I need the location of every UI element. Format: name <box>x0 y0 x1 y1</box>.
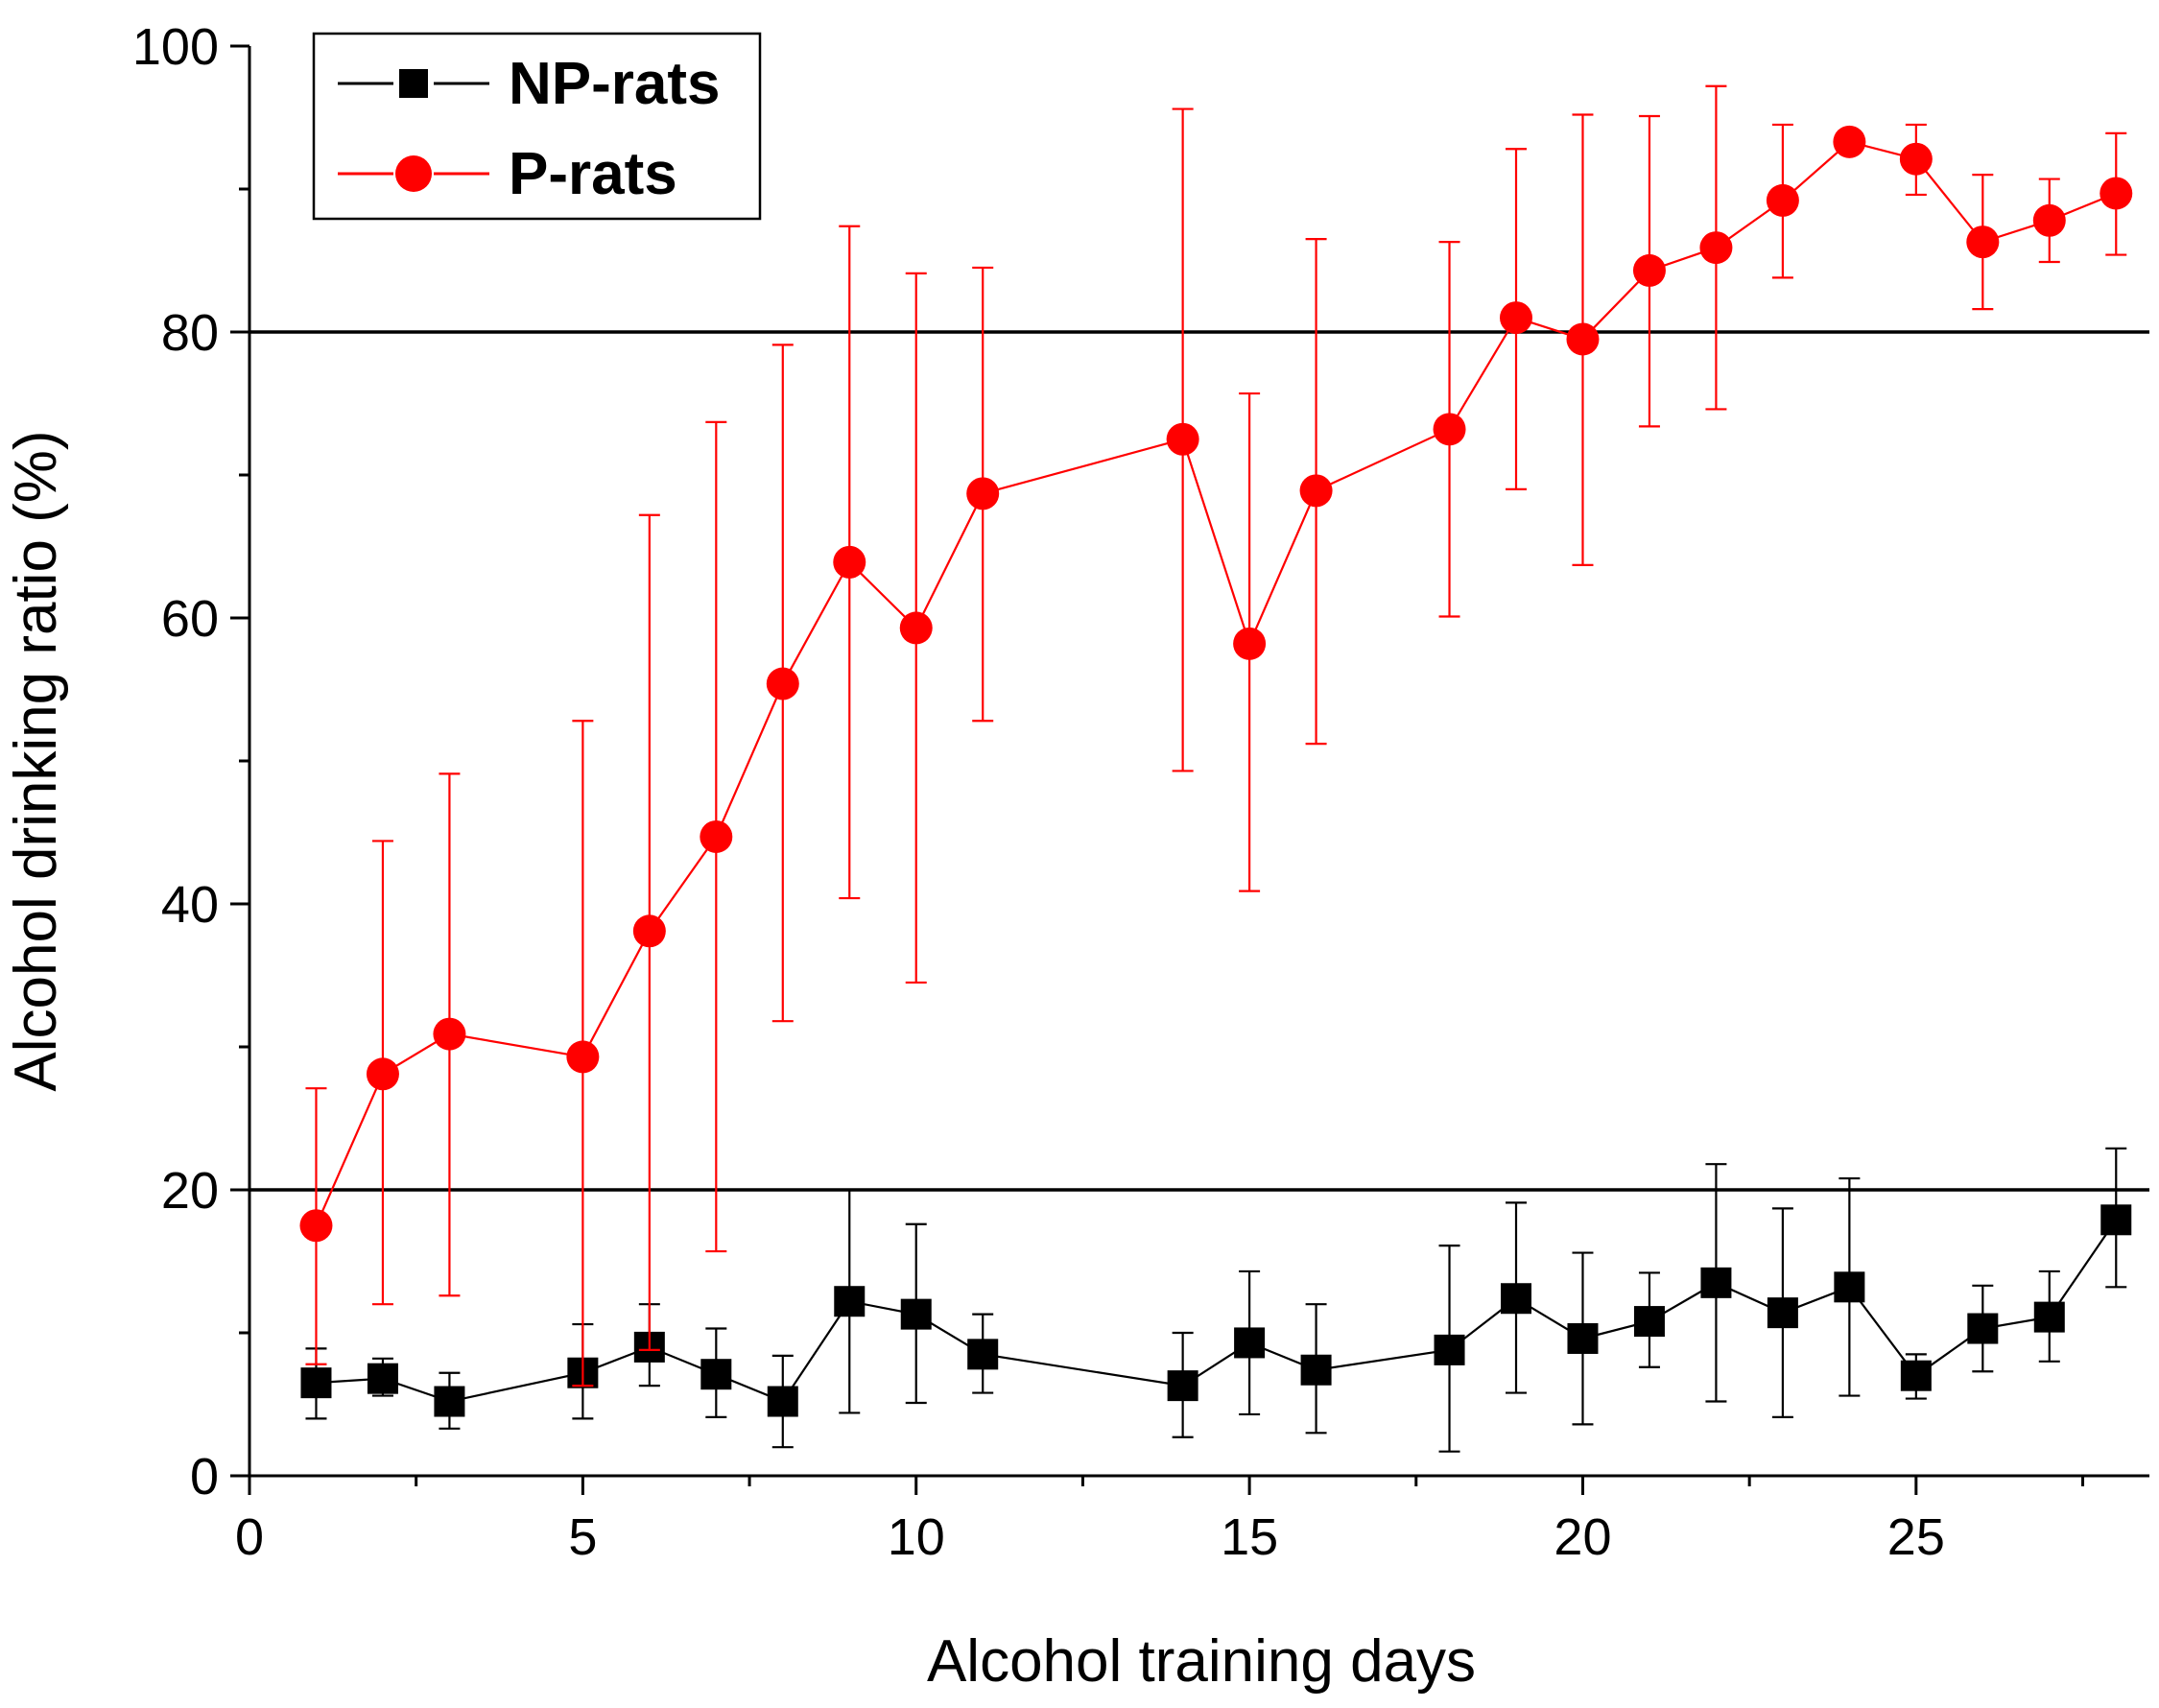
x-tick-label: 0 <box>235 1508 264 1566</box>
data-point <box>1966 225 2000 259</box>
data-point <box>1567 1322 1599 1354</box>
data-point <box>1699 231 1733 265</box>
data-point <box>299 1209 333 1243</box>
axes <box>248 46 2149 1478</box>
data-point <box>1501 1283 1531 1315</box>
data-point <box>1167 1370 1198 1402</box>
data-point <box>1166 422 1199 456</box>
data-point <box>1766 183 1799 217</box>
x-tick-label: 5 <box>568 1508 597 1566</box>
data-point <box>1834 1271 1865 1303</box>
legend-p-marker <box>395 155 432 192</box>
series-layer <box>299 84 2133 1453</box>
data-point <box>2033 1301 2065 1333</box>
data-point <box>566 1040 600 1074</box>
data-point <box>1700 1267 1732 1298</box>
data-point <box>1767 1297 1798 1329</box>
data-point <box>700 819 733 853</box>
data-point <box>1967 1313 1999 1344</box>
data-point <box>300 1367 332 1399</box>
data-point <box>1234 1327 1266 1359</box>
data-point <box>900 1298 932 1330</box>
legend-box <box>312 32 762 221</box>
legend-np-marker <box>399 69 428 98</box>
x-tick-label: 25 <box>1887 1508 1945 1566</box>
y-tick-label: 60 <box>161 590 219 648</box>
data-point <box>367 1363 398 1394</box>
data-point <box>2100 1204 2132 1236</box>
y-tick-label: 0 <box>190 1448 219 1506</box>
data-point <box>700 1359 732 1390</box>
data-point <box>1500 301 1532 335</box>
y-tick-label: 20 <box>161 1162 219 1220</box>
data-point <box>1833 125 1866 158</box>
y-axis-title: Alcohol drinking ratio (%) <box>3 430 69 1091</box>
data-point <box>1900 1360 1932 1391</box>
x-tick-label: 10 <box>888 1508 945 1566</box>
x-axis-title: Alcohol training days <box>927 1628 1476 1695</box>
series-P-rats <box>299 84 2133 1388</box>
data-point <box>1633 1306 1665 1338</box>
data-point <box>966 477 1000 510</box>
data-point <box>1433 413 1466 446</box>
data-point <box>433 1017 466 1051</box>
y-tick-label: 40 <box>161 876 219 934</box>
series-NP-rats <box>300 1147 2132 1453</box>
reference-lines <box>249 330 2149 1192</box>
legend-np-label: NP-rats <box>509 51 721 117</box>
data-point <box>366 1057 399 1091</box>
data-point <box>834 1286 866 1317</box>
x-tick-label: 15 <box>1221 1508 1278 1566</box>
data-point <box>1299 474 1333 508</box>
data-point <box>1434 1334 1465 1365</box>
data-point <box>2100 177 2133 210</box>
data-point <box>632 914 666 948</box>
data-point <box>767 1386 798 1417</box>
legend-p-label: P-rats <box>509 141 677 207</box>
data-point <box>434 1386 465 1417</box>
data-point <box>1233 627 1267 660</box>
data-point <box>1632 253 1666 287</box>
data-point <box>899 611 933 645</box>
data-point <box>1899 142 1933 176</box>
y-tick-label: 80 <box>161 304 219 362</box>
data-point <box>1300 1354 1332 1386</box>
axis-ticks: 0 20 40 60 80 100 0 5 10 15 20 25 <box>132 18 2085 1566</box>
data-point <box>2032 203 2066 237</box>
data-point <box>766 667 799 700</box>
x-tick-label: 20 <box>1554 1508 1611 1566</box>
y-tick-label: 100 <box>132 18 219 76</box>
data-point <box>967 1339 999 1370</box>
data-point <box>1566 322 1600 356</box>
legend: NP-rats P-rats <box>312 32 762 221</box>
data-point <box>833 545 866 579</box>
